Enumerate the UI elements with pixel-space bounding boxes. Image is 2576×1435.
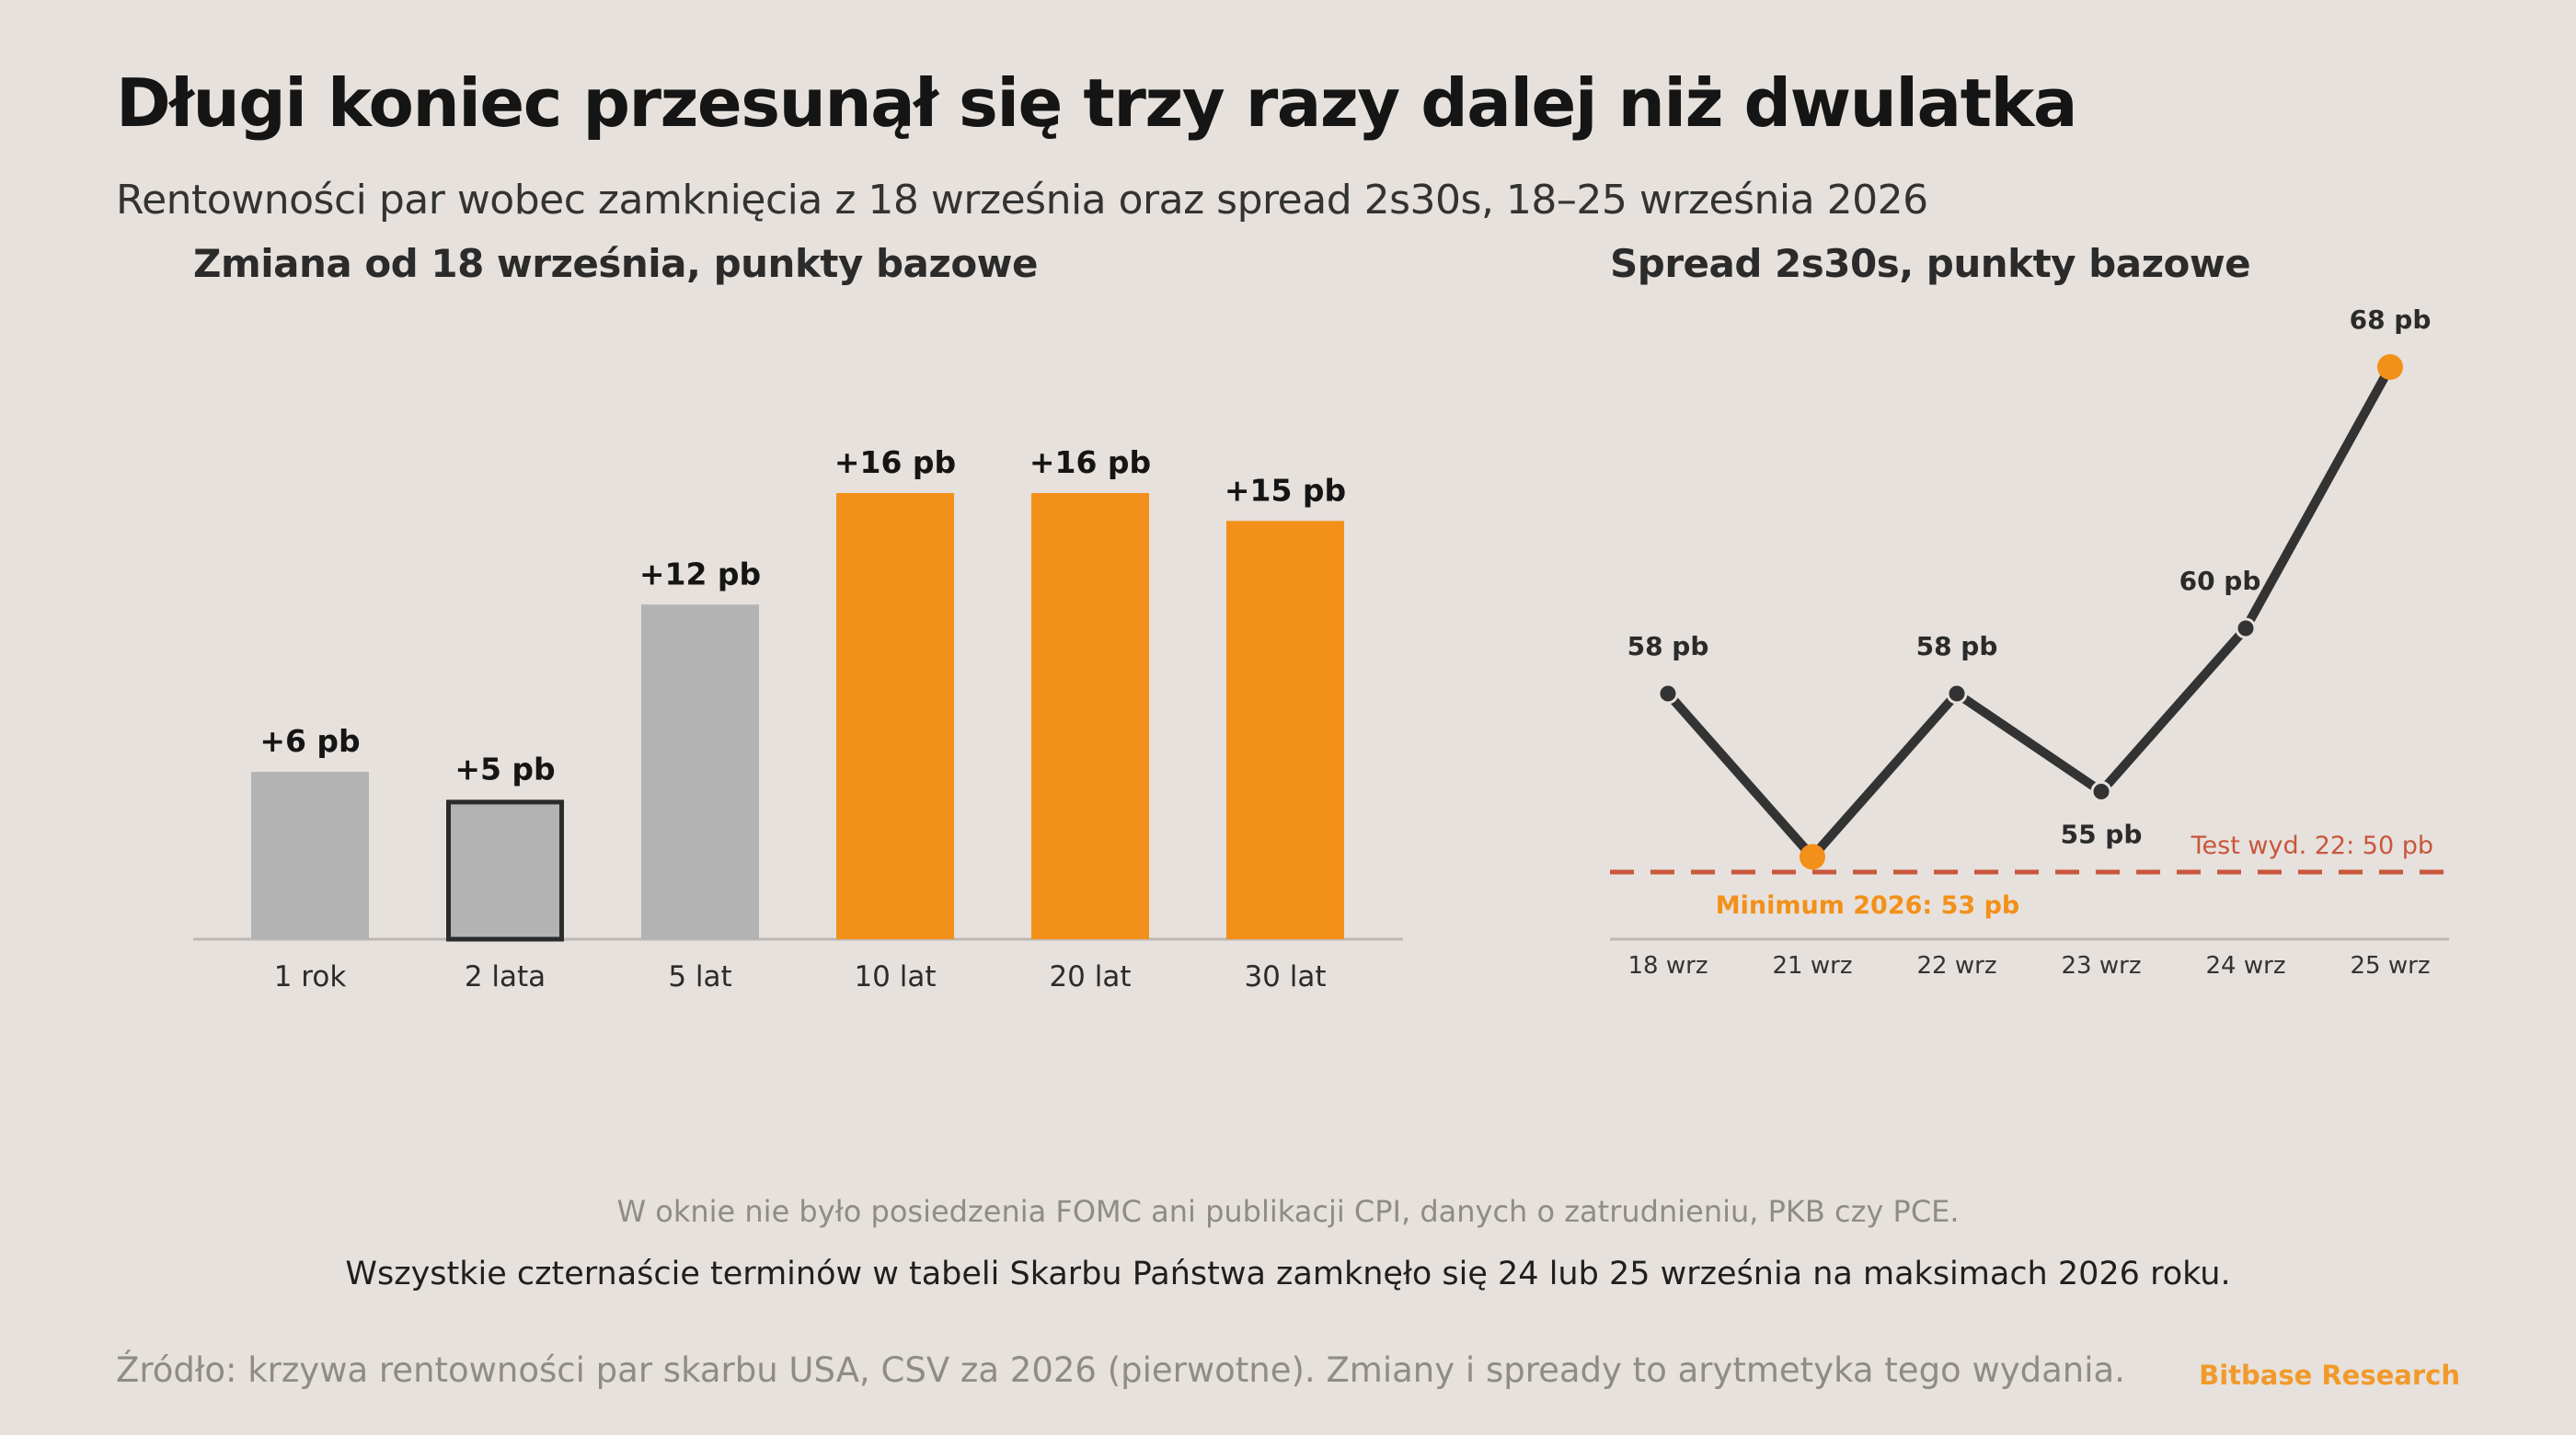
data-point: [1946, 683, 1968, 705]
bar-6: [1226, 521, 1344, 939]
x-tick-label: 24 wrz: [2206, 952, 2286, 980]
point-value-label: 60 pb: [2179, 566, 2261, 596]
brand-label: Bitbase Research: [2199, 1360, 2460, 1391]
bar-chart-title: Zmiana od 18 września, punkty bazowe: [193, 241, 1038, 286]
x-tick-label: 25 wrz: [2351, 952, 2431, 980]
minimum-annotation: Minimum 2026: 53 pb: [1716, 891, 2019, 920]
x-tick-label: 18 wrz: [1628, 952, 1708, 980]
bar-value-label: +5 pb: [454, 751, 555, 786]
x-tick-label: 20 lat: [1049, 960, 1131, 993]
bar-1: [251, 772, 369, 939]
data-point: [1657, 683, 1679, 705]
x-tick-label: 5 lat: [668, 960, 731, 993]
bar-value-label: +16 pb: [1029, 444, 1151, 480]
bar-2: [446, 799, 564, 942]
bar-5: [1031, 493, 1149, 939]
point-value-label: 55 pb: [2061, 820, 2143, 850]
spread-line: [1663, 362, 2395, 862]
chart-title: Długi koniec przesunął się trzy razy dal…: [116, 64, 2078, 142]
line-chart: 18 wrz 21 wrz 22 wrz 23 wrz 24 wrz 25 wrz Test…: [1610, 304, 2449, 980]
highlighted-point: [1800, 844, 1825, 870]
x-tick-label: 22 wrz: [1917, 952, 1997, 980]
bar-value-label: +6 pb: [259, 723, 360, 759]
x-tick-label: 21 wrz: [1773, 952, 1853, 980]
x-tick-label: 30 lat: [1244, 960, 1326, 993]
point-value-label: 68 pb: [2350, 304, 2432, 335]
key-takeaway-note: Wszystkie czternaście terminów w tabeli …: [345, 1256, 2231, 1292]
point-value-label: 58 pb: [1916, 631, 1998, 661]
bar-value-label: +12 pb: [639, 556, 761, 591]
bar-chart: +6 pb 1 rok +5 pb 2 lata +12 pb 5 lat +16 pb 10…: [193, 444, 1403, 993]
bar-4: [836, 493, 954, 939]
data-point: [2235, 617, 2257, 639]
source-note: Źródło: krzywa rentowności par skarbu US…: [116, 1350, 2125, 1390]
x-tick-label: 1 rok: [274, 960, 347, 993]
x-tick-label: 10 lat: [854, 960, 936, 993]
highlighted-point: [2377, 354, 2403, 380]
bar-3: [641, 604, 759, 939]
bar-value-label: +15 pb: [1225, 472, 1346, 508]
data-point: [2090, 781, 2112, 802]
bar-value-label: +16 pb: [834, 444, 956, 480]
line-chart-title: Spread 2s30s, punkty bazowe: [1610, 241, 2251, 286]
context-note: W oknie nie było posiedzenia FOMC ani pu…: [616, 1194, 1960, 1229]
reference-line-label: Test wyd. 22: 50 pb: [2191, 832, 2433, 860]
chart-subtitle: Rentowności par wobec zamknięcia z 18 wr…: [116, 177, 1928, 224]
point-value-label: 58 pb: [1627, 631, 1709, 661]
x-tick-label: 2 lata: [465, 960, 546, 993]
x-tick-label: 23 wrz: [2062, 952, 2142, 980]
